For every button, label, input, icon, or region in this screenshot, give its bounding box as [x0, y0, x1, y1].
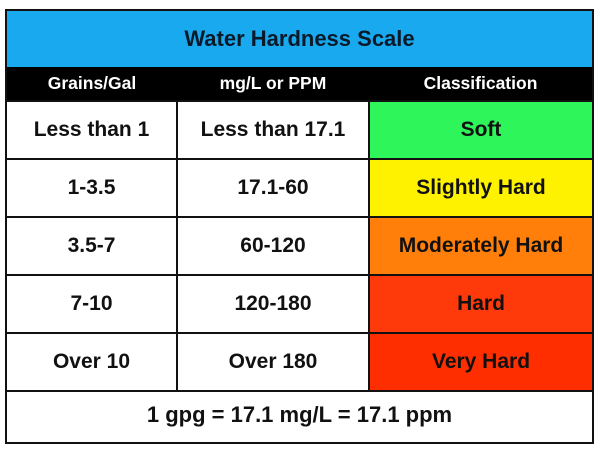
header-classification: Classification — [423, 73, 538, 93]
cell-grains: Less than 1 — [7, 102, 178, 158]
table-body: Less than 1 Less than 17.1 Soft 1-3.5 17.1-6… — [7, 100, 592, 390]
table-row: Less than 1 Less than 17.1 Soft — [7, 100, 592, 158]
conversion-note: 1 gpg = 17.1 mg/L = 17.1 ppm — [7, 390, 592, 438]
header-grains: Grains/Gal — [47, 73, 137, 93]
table-row: 3.5-7 60-120 Moderately Hard — [7, 216, 592, 274]
cell-classification: Very Hard — [370, 334, 592, 390]
cell-ppm: Over 180 — [178, 334, 370, 390]
cell-ppm: 60-120 — [178, 218, 370, 274]
cell-classification: Moderately Hard — [370, 218, 592, 274]
cell-grains: 1-3.5 — [7, 160, 178, 216]
table-row: 1-3.5 17.1-60 Slightly Hard — [7, 158, 592, 216]
cell-classification: Slightly Hard — [370, 160, 592, 216]
table-row: Over 10 Over 180 Very Hard — [7, 332, 592, 390]
table-row: 7-10 120-180 Hard — [7, 274, 592, 332]
cell-ppm: 120-180 — [178, 276, 370, 332]
cell-grains: 3.5-7 — [7, 218, 178, 274]
header-ppm: mg/L or PPM — [219, 73, 327, 93]
cell-grains: 7-10 — [7, 276, 178, 332]
header-row: Grains/Gal mg/L or PPM Classification — [7, 67, 592, 100]
cell-classification: Soft — [370, 102, 592, 158]
cell-classification: Hard — [370, 276, 592, 332]
cell-ppm: Less than 17.1 — [178, 102, 370, 158]
cell-ppm: 17.1-60 — [178, 160, 370, 216]
table-title: Water Hardness Scale — [7, 11, 592, 67]
cell-grains: Over 10 — [7, 334, 178, 390]
water-hardness-table: Water Hardness Scale Grains/Gal mg/L or … — [5, 9, 594, 444]
